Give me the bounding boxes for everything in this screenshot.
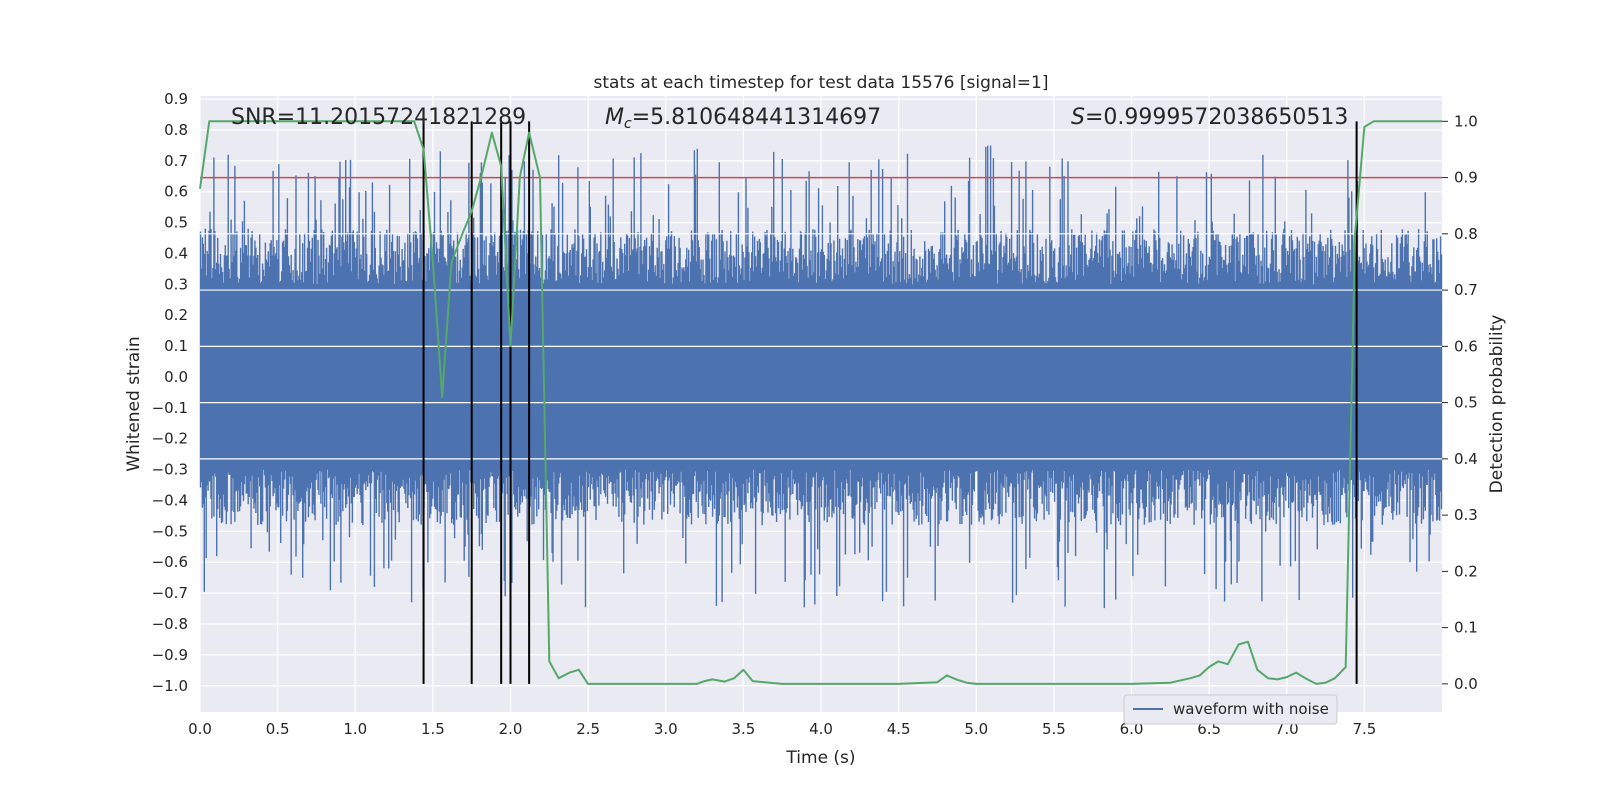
y-tick-label-1: 0.8 <box>164 121 188 139</box>
y-tick-label-4: 0.5 <box>164 214 188 232</box>
y-axis-ticks: 0.9 0.8 0.7 0.6 0.5 0.4 0.3 0.2 0.1 0.0 −0.1 −0.2 −0… <box>152 90 188 695</box>
y-tick-label-8: 0.1 <box>164 337 188 355</box>
detection-probability-line <box>199 120 1442 685</box>
y-right-tick-label-4: 0.6 <box>1454 337 1478 355</box>
detection-probability-series <box>199 120 1442 685</box>
y-tick-label-9: 0.0 <box>164 368 188 386</box>
x-tick-label-11: 5.5 <box>1042 720 1066 738</box>
x-axis-label: Time (s) <box>785 748 855 768</box>
score-annotation: S=0.9999572038650513 <box>1071 105 1348 130</box>
y-right-tick-label-8: 0.2 <box>1454 562 1478 580</box>
legend-label-waveform: waveform with noise <box>1173 700 1329 718</box>
right-axis-grid <box>200 233 1442 460</box>
x-tick-label-10: 5.0 <box>964 720 988 738</box>
chart-title: stats at each timestep for test data 155… <box>594 73 1049 93</box>
y-right-tick-label-0: 1.0 <box>1454 112 1478 130</box>
x-tick-label-3: 1.5 <box>421 720 445 738</box>
y-right-tick-label-2: 0.8 <box>1454 225 1478 243</box>
score-value: =0.9999572038650513 <box>1085 105 1348 130</box>
x-tick-label-15: 7.5 <box>1352 720 1376 738</box>
snr-annotation: SNR=11.20157241821289 <box>231 105 526 130</box>
y-right-tick-label-6: 0.4 <box>1454 450 1478 468</box>
y-tick-label-10: −0.1 <box>152 399 188 417</box>
x-tick-label-2: 1.0 <box>343 720 367 738</box>
y-right-axis-label: Detection probability <box>1487 315 1507 494</box>
x-tick-label-6: 3.0 <box>654 720 678 738</box>
legend: waveform with noise <box>1123 694 1338 725</box>
y-tick-label-2: 0.7 <box>164 152 188 170</box>
score-symbol: S <box>1071 105 1085 130</box>
y-tick-label-13: −0.4 <box>152 491 188 509</box>
y-tick-label-18: −0.9 <box>152 646 188 664</box>
waveform-spikes <box>199 145 1443 609</box>
chirp-mass-symbol: M <box>605 105 624 130</box>
y-tick-label-5: 0.4 <box>164 244 188 262</box>
y-tick-label-0: 0.9 <box>164 90 188 108</box>
chirp-mass-value: =5.810648441314697 <box>632 105 881 130</box>
y-right-tick-label-3: 0.7 <box>1454 281 1478 299</box>
y-right-tick-label-5: 0.5 <box>1454 394 1478 412</box>
chirp-mass-annotation: Mc=5.810648441314697 <box>605 105 881 132</box>
y-tick-label-11: −0.2 <box>152 430 188 448</box>
x-tick-label-9: 4.5 <box>887 720 911 738</box>
y-right-tick-label-10: 0.0 <box>1454 675 1478 693</box>
y-right-tick-label-7: 0.3 <box>1454 506 1478 524</box>
y-right-axis-ticks: 1.0 0.9 0.8 0.7 0.6 0.5 0.4 0.3 0.2 0.1 0.0 <box>1442 112 1478 693</box>
x-tick-label-4: 2.0 <box>499 720 523 738</box>
y-axis-label: Whitened strain <box>124 336 144 471</box>
chirp-mass-subscript: c <box>624 116 632 132</box>
y-tick-label-3: 0.6 <box>164 183 188 201</box>
y-tick-label-14: −0.5 <box>152 522 188 540</box>
x-tick-label-1: 0.5 <box>266 720 290 738</box>
y-tick-label-16: −0.7 <box>152 584 188 602</box>
x-tick-label-5: 2.5 <box>576 720 600 738</box>
y-tick-label-7: 0.2 <box>164 306 188 324</box>
legend-frame <box>1123 694 1338 725</box>
y-right-tick-label-9: 0.1 <box>1454 619 1478 637</box>
y-tick-label-19: −1.0 <box>152 677 188 695</box>
y-right-tick-label-1: 0.9 <box>1454 169 1478 187</box>
x-tick-label-7: 3.5 <box>731 720 755 738</box>
y-tick-label-6: 0.3 <box>164 275 188 293</box>
x-tick-label-8: 4.0 <box>809 720 833 738</box>
x-tick-label-0: 0.0 <box>188 720 212 738</box>
waveform-with-noise-series <box>199 145 1443 609</box>
y-tick-label-17: −0.8 <box>152 615 188 633</box>
y-tick-label-12: −0.3 <box>152 461 188 479</box>
y-tick-label-15: −0.6 <box>152 553 188 571</box>
